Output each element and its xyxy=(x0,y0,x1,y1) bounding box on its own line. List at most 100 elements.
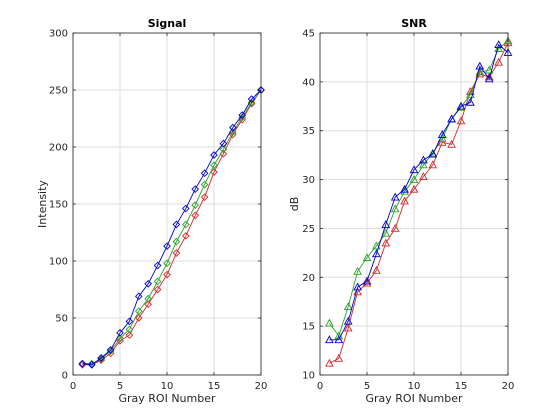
x-tick-label: 5 xyxy=(117,381,123,392)
data-point xyxy=(172,237,181,246)
data-point xyxy=(390,204,400,213)
x-axis-label: Gray ROI Number xyxy=(365,392,463,405)
series-3 xyxy=(325,40,513,344)
data-point xyxy=(437,130,447,138)
data-point xyxy=(325,335,334,344)
data-point xyxy=(134,314,143,322)
data-point xyxy=(428,149,438,158)
data-point xyxy=(219,139,228,148)
data-point xyxy=(494,40,503,49)
data-point xyxy=(172,249,181,257)
data-point xyxy=(191,185,200,194)
y-tick-label: 35 xyxy=(302,126,315,137)
axes-frame xyxy=(319,32,509,376)
data-point xyxy=(400,196,409,205)
data-point xyxy=(484,74,494,83)
y-tick-label: 45 xyxy=(302,29,315,40)
data-point xyxy=(181,232,190,240)
data-point xyxy=(334,353,344,362)
data-point xyxy=(475,61,485,70)
y-tick-label: 30 xyxy=(302,175,315,186)
data-point xyxy=(466,97,475,106)
data-point xyxy=(247,98,256,107)
data-point xyxy=(419,155,428,164)
y-tick-label: 15 xyxy=(302,322,315,333)
data-point xyxy=(97,355,106,363)
data-point xyxy=(447,139,456,148)
x-tick-label: 15 xyxy=(455,381,468,392)
data-point xyxy=(163,270,171,279)
series-line xyxy=(329,40,509,337)
data-point xyxy=(200,169,209,178)
data-point xyxy=(181,204,190,213)
y-tick-label: 25 xyxy=(302,224,315,235)
data-point xyxy=(153,277,162,286)
x-tick-label: 10 xyxy=(161,381,174,392)
x-tick-label: 0 xyxy=(70,381,76,392)
data-point xyxy=(419,160,428,169)
data-point xyxy=(494,57,503,66)
data-point xyxy=(343,323,353,332)
data-point xyxy=(400,184,409,193)
data-point xyxy=(125,317,134,326)
data-point xyxy=(191,201,200,209)
data-point xyxy=(210,161,218,170)
x-tick-label: 5 xyxy=(364,381,370,392)
data-point xyxy=(144,294,153,303)
data-point xyxy=(419,172,428,180)
data-point xyxy=(409,175,419,183)
x-tick-label: 20 xyxy=(255,381,268,392)
axes-2: 0 5 10 15 20 10 15 20 25 30 35 40 45 SNR Gray ROI Numb… xyxy=(288,17,514,405)
data-point xyxy=(134,292,143,301)
data-point xyxy=(334,335,344,344)
data-point xyxy=(456,102,466,111)
data-point xyxy=(409,184,419,193)
data-point xyxy=(381,228,391,237)
data-point xyxy=(125,325,134,334)
data-point xyxy=(134,307,143,315)
data-point xyxy=(456,101,466,110)
x-tick-label: 0 xyxy=(317,381,323,392)
series-2 xyxy=(325,36,513,340)
data-point xyxy=(381,238,391,247)
y-tick-label: 250 xyxy=(49,86,68,97)
data-point xyxy=(484,65,494,74)
y-axis-label: Intensity xyxy=(36,180,49,228)
data-point xyxy=(153,261,162,270)
data-point xyxy=(181,220,190,229)
data-point xyxy=(428,160,438,169)
data-point xyxy=(353,282,362,291)
y-tick-label: 150 xyxy=(49,200,68,211)
axes-frame xyxy=(72,32,262,376)
series-line xyxy=(82,89,262,366)
data-point xyxy=(210,151,218,159)
data-point xyxy=(428,148,438,157)
data-point xyxy=(163,242,171,251)
data-point xyxy=(390,223,400,232)
data-point xyxy=(200,193,209,201)
y-tick-label: 100 xyxy=(49,257,68,268)
y-tick-label: 0 xyxy=(62,371,68,382)
data-point xyxy=(353,287,362,296)
data-point xyxy=(372,241,381,250)
y-tick-label: 300 xyxy=(49,29,68,40)
data-point xyxy=(163,259,171,268)
data-point xyxy=(343,302,353,310)
data-point xyxy=(390,192,400,201)
data-point xyxy=(409,165,419,174)
data-point xyxy=(362,253,372,262)
data-point xyxy=(325,318,334,327)
data-point xyxy=(87,360,96,369)
data-point xyxy=(456,116,466,125)
y-axis-label: dB xyxy=(288,197,301,212)
data-point xyxy=(106,347,115,355)
data-point xyxy=(238,111,247,119)
data-point xyxy=(494,44,503,52)
data-point xyxy=(116,328,124,337)
data-point xyxy=(343,316,353,325)
chart-title: Signal xyxy=(148,17,187,30)
series-3 xyxy=(78,86,265,369)
data-point xyxy=(106,346,115,354)
